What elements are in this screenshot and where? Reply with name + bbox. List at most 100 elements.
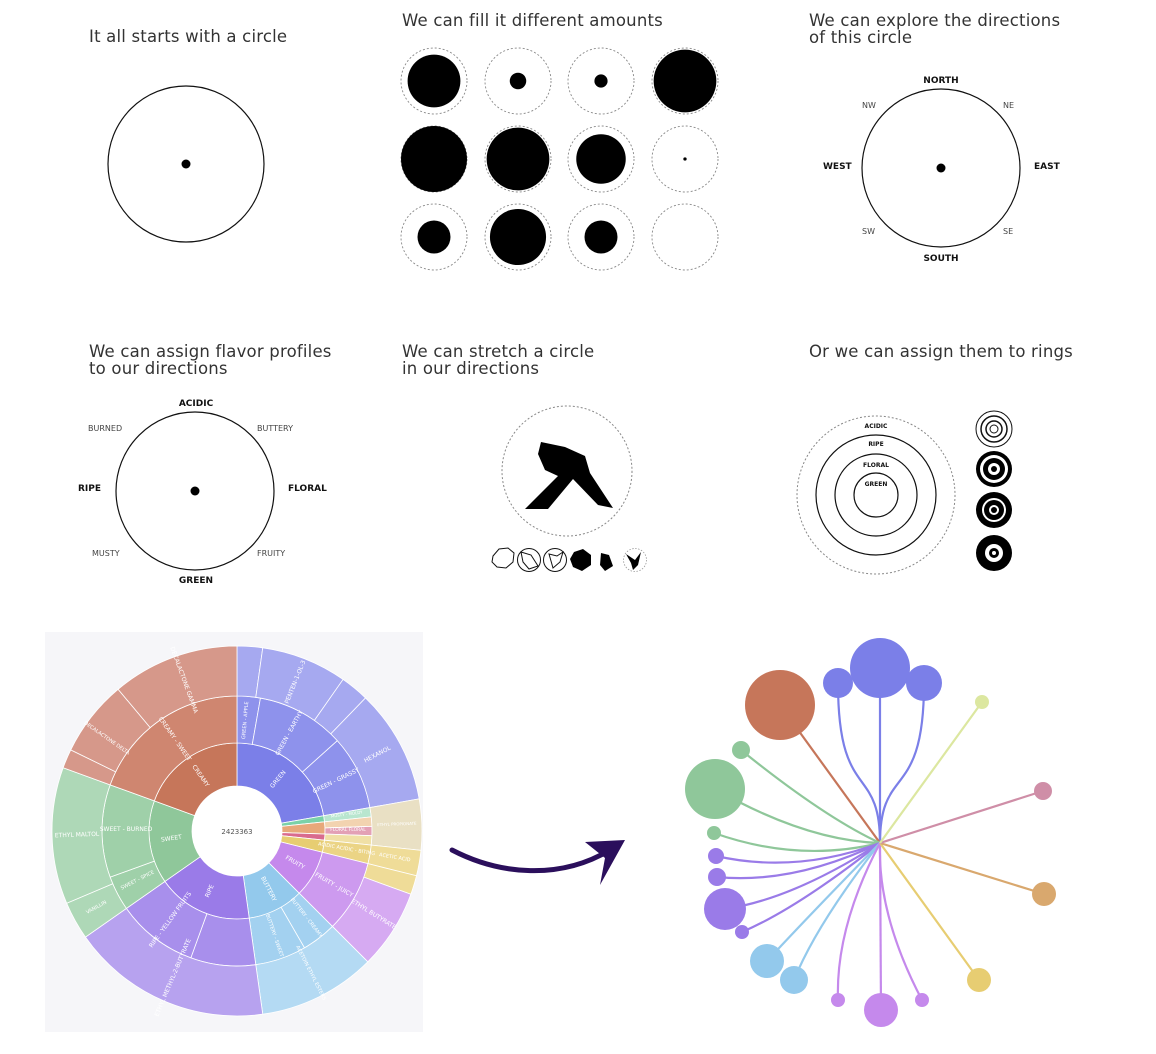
radial-node-10 xyxy=(704,888,746,930)
radial-node-9 xyxy=(708,868,726,886)
flavor-circle xyxy=(115,411,275,571)
radial-node-1 xyxy=(850,638,910,698)
ring-label-floral: FLORAL xyxy=(863,462,889,469)
radial-node-15 xyxy=(864,993,898,1027)
ring-label-ripe: RIPE xyxy=(868,441,883,448)
label-fruity: FRUITY xyxy=(257,549,285,558)
radial-stem-2 xyxy=(836,682,882,844)
panel3-title-line1: We can explore the directions xyxy=(809,11,1061,30)
flavor-compass-figure: ACIDIC GREEN RIPE FLORAL BURNED BUTTERY … xyxy=(78,399,327,586)
sun-label-ethyl-propionate: ETHYL PROPIONATE xyxy=(377,821,417,827)
radial-node-2 xyxy=(823,668,853,698)
radial-node-18 xyxy=(1032,882,1056,906)
ring-icon-4 xyxy=(976,535,1012,571)
sun-label-green-apple: GREEN - APPLE xyxy=(241,701,250,739)
fill-outline-3 xyxy=(567,47,635,115)
radial-stem-18 xyxy=(879,841,1045,896)
sun-label-musty-moldy: MUSTY - MOLDY xyxy=(331,809,364,818)
sunburst-center-label: 2423363 xyxy=(221,828,252,836)
fill-dot-1 xyxy=(407,54,461,108)
label-green: GREEN xyxy=(179,576,213,586)
fill-outline-10 xyxy=(484,203,552,271)
fill-outline-4 xyxy=(651,47,719,115)
ring-icon-1 xyxy=(975,410,1013,448)
sun-label-acetic-acid: ACETIC ACID xyxy=(379,852,411,863)
step-4-shape xyxy=(570,549,591,571)
label-nw: NW xyxy=(862,101,876,110)
stretch-figure xyxy=(491,405,647,572)
stretch-steps xyxy=(491,547,647,572)
radial-nodes xyxy=(685,638,1056,1027)
radial-node-11 xyxy=(735,925,749,939)
sunburst-center xyxy=(192,786,282,876)
radial-stem-5 xyxy=(740,749,881,844)
panel1-figure xyxy=(107,85,265,243)
radial-stem-16 xyxy=(878,842,923,1001)
panel4-title-line1: We can assign flavor profiles xyxy=(89,342,332,361)
fill-outline-6 xyxy=(484,125,552,193)
ring-icon-2 xyxy=(976,451,1012,487)
radial-node-20 xyxy=(975,695,989,709)
label-east: EAST xyxy=(1034,162,1061,172)
label-se: SE xyxy=(1003,227,1013,236)
compass-circle xyxy=(861,88,1021,248)
radial-stem-11 xyxy=(741,842,881,934)
radial-stem-17 xyxy=(879,842,980,981)
fill-grid xyxy=(400,47,719,271)
radial-stem-12 xyxy=(766,842,881,962)
fill-dot-7 xyxy=(576,134,626,184)
step-3-shape xyxy=(548,550,564,569)
radial-node-5 xyxy=(732,741,750,759)
radial-stem-19 xyxy=(879,789,1044,845)
label-sw: SW xyxy=(862,227,875,236)
radial-stem-3 xyxy=(878,682,926,844)
compass-center-dot xyxy=(936,163,946,173)
panel1-title: It all starts with a circle xyxy=(89,27,288,46)
label-burned: BURNED xyxy=(88,424,122,433)
fill-dot-10 xyxy=(489,208,547,266)
rings-outline xyxy=(796,415,956,575)
panel4-title-line2: to our directions xyxy=(89,359,228,378)
sun-label-sweet-burned: SWEET - BURNED xyxy=(100,826,153,833)
ring-acidic xyxy=(815,434,937,556)
ring-ripe xyxy=(834,453,918,537)
flavor-center-dot xyxy=(190,486,200,496)
radial-stems xyxy=(713,668,1045,1011)
radial-node-19 xyxy=(1034,782,1052,800)
ring-icon-3 xyxy=(976,492,1012,528)
radial-stem-8 xyxy=(715,841,881,864)
step-1-shape xyxy=(491,547,515,569)
sun-label-sweet: SWEET xyxy=(161,834,183,844)
radial-node-7 xyxy=(707,826,721,840)
radial-node-12 xyxy=(750,944,784,978)
sunburst-arcs xyxy=(51,645,423,1017)
fill-outline-9 xyxy=(400,203,468,271)
fill-outline-7 xyxy=(567,125,635,193)
panel5-title-line1: We can stretch a circle xyxy=(402,342,595,361)
radial-node-6 xyxy=(685,759,745,819)
label-musty: MUSTY xyxy=(92,549,120,558)
radial-node-3 xyxy=(906,665,942,701)
step-2-circle xyxy=(517,548,541,572)
fill-dot-8 xyxy=(683,157,687,161)
label-acidic: ACIDIC xyxy=(179,399,214,409)
fill-dot-9 xyxy=(417,220,451,254)
fill-outline-2 xyxy=(484,47,552,115)
sun-label-ripe: RIPE xyxy=(204,883,216,898)
radial-node-4 xyxy=(745,670,815,740)
base-circle xyxy=(107,85,265,243)
radial-node-17 xyxy=(967,968,991,992)
sun-label-ethyl-maltol: ETHYL MALTOL xyxy=(55,831,100,840)
sun-label-floral: FLORAL FLORAL xyxy=(330,827,366,833)
fill-dot-2 xyxy=(509,72,527,90)
fill-dot-3 xyxy=(594,74,608,88)
step-6-outline xyxy=(623,548,647,572)
ring-floral xyxy=(853,472,899,518)
radial-stem-13 xyxy=(792,842,881,981)
radial-stem-14 xyxy=(836,842,881,1001)
fill-dot-11 xyxy=(584,220,618,254)
sun-outer-15 xyxy=(117,645,238,729)
label-ripe: RIPE xyxy=(78,484,101,494)
step-3-circle xyxy=(543,548,567,572)
compass-figure: NORTH SOUTH EAST WEST NW NE SW SE xyxy=(823,76,1061,264)
